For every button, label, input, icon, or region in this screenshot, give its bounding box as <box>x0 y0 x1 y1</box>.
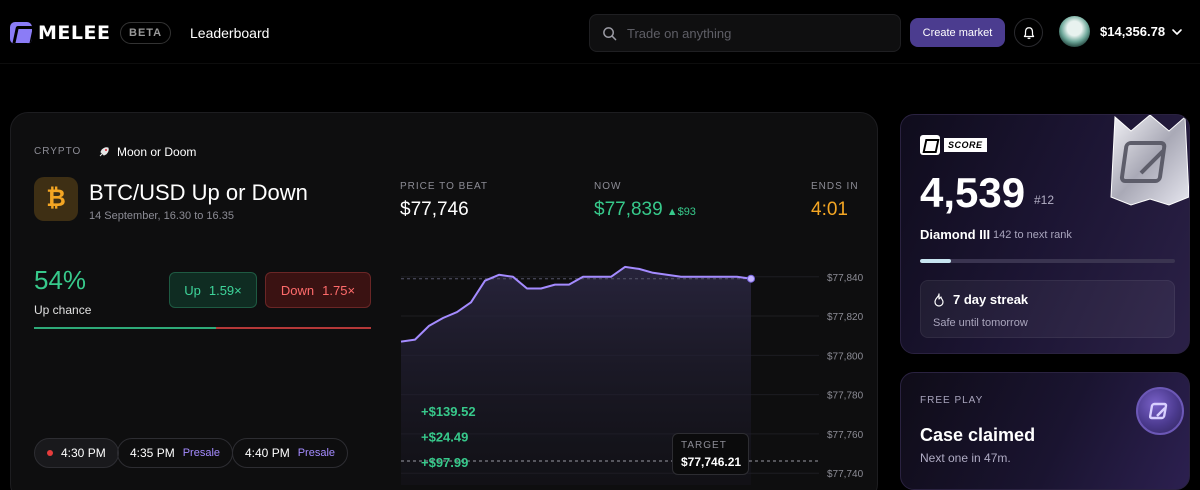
score-badge: SCORE <box>944 138 987 152</box>
now-value: $77,839 <box>594 199 663 220</box>
y-tick-label: $77,780 <box>827 391 864 402</box>
diamond-crown-icon <box>1110 115 1189 206</box>
logo-icon <box>920 135 940 155</box>
up-odds: 1.59× <box>208 282 242 298</box>
free-play-card[interactable]: FREE PLAY Case claimed Next one in 47m. <box>900 372 1190 490</box>
market-card: CRYPTO Moon or Doom ₿ BTC/USD Up or Down… <box>10 112 878 490</box>
chevron-down-icon[interactable] <box>1170 22 1184 42</box>
time-slot-0[interactable]: 4:30 PM <box>34 438 119 468</box>
top-bar: MELEE BETA Leaderboard Create market $14… <box>0 0 1200 64</box>
tier-name: Diamond III <box>920 227 991 242</box>
ends-in-value: 4:01 <box>811 199 848 220</box>
down-label: Down <box>280 282 315 298</box>
price-chart[interactable]: $77,840 $77,820 $77,800 $77,780 $77,760 $77,7… <box>399 253 869 488</box>
tier-next: 142 to next rank <box>993 229 1072 241</box>
brand-logo[interactable]: MELEE <box>10 22 110 44</box>
free-play-label: FREE PLAY <box>920 395 984 406</box>
score-logo: SCORE <box>920 135 987 155</box>
search-input[interactable] <box>627 25 877 41</box>
chart-area <box>401 266 751 485</box>
search-bar[interactable] <box>589 14 901 52</box>
user-avatar[interactable] <box>1059 16 1090 47</box>
series-name: Moon or Doom <box>117 145 197 159</box>
nav-leaderboard-link[interactable]: Leaderboard <box>190 25 270 41</box>
area-fill <box>401 266 751 485</box>
price-to-beat-label: PRICE TO BEAT <box>400 181 489 192</box>
current-price-point <box>747 274 755 283</box>
category-tag[interactable]: CRYPTO <box>34 146 82 157</box>
search-icon <box>603 26 617 40</box>
series-tag[interactable]: Moon or Doom <box>99 145 196 159</box>
y-tick-label: $77,820 <box>827 312 864 323</box>
y-tick-label: $77,760 <box>827 430 864 441</box>
target-label: TARGET <box>681 440 727 451</box>
trade-amount: +$24.49 <box>421 430 468 445</box>
fire-icon <box>934 292 944 307</box>
notifications-button[interactable] <box>1014 18 1043 47</box>
chart-line <box>400 265 755 343</box>
y-tick-label: $77,840 <box>827 273 864 284</box>
now-price: $77,839 ▲$93 <box>594 199 696 221</box>
up-chance-label: Up chance <box>34 303 92 317</box>
bell-icon <box>1023 26 1034 39</box>
price-line <box>400 265 752 343</box>
tier-progress-bar <box>920 259 1175 263</box>
create-market-button[interactable]: Create market <box>910 18 1005 47</box>
trade-amount: +$139.52 <box>421 404 476 419</box>
market-subtitle: 14 September, 16.30 to 16.35 <box>89 210 234 222</box>
free-play-subtitle: Next one in 47m. <box>920 451 1011 465</box>
time-slot-1[interactable]: 4:35 PM Presale <box>117 438 233 468</box>
ends-in-label: ENDS IN <box>811 181 859 192</box>
up-label: Up <box>184 282 201 298</box>
recent-trades: +$139.52 +$24.49 +$97.99 <box>421 404 476 470</box>
buy-down-button[interactable]: Down 1.75× <box>265 272 371 308</box>
streak-title-row: 7 day streak <box>933 292 1028 307</box>
bitcoin-icon: ₿ <box>34 177 78 221</box>
case-coin-icon <box>1136 387 1184 435</box>
down-odds: 1.75× <box>322 282 356 298</box>
score-rank: #12 <box>1034 193 1055 207</box>
target-tooltip: TARGET $77,746.21 <box>672 433 749 475</box>
streak-title: 7 day streak <box>953 292 1029 307</box>
presale-tag: Presale <box>182 447 220 459</box>
chance-bar-up <box>34 327 216 329</box>
time-slot-label: 4:35 PM <box>130 446 175 460</box>
rocket-icon <box>99 147 109 157</box>
time-slot-label: 4:30 PM <box>61 446 106 460</box>
y-tick-label: $77,740 <box>827 469 864 480</box>
now-delta: ▲$93 <box>666 206 696 218</box>
brand-name: MELEE <box>38 22 111 44</box>
beta-badge: BETA <box>120 22 172 44</box>
chance-bar-down <box>215 327 371 329</box>
balance-display[interactable]: $14,356.78 <box>1100 24 1166 39</box>
score-value: 4,539 <box>920 169 1026 216</box>
time-slot-label: 4:40 PM <box>245 446 290 460</box>
chance-bar <box>34 327 371 329</box>
buy-up-button[interactable]: Up 1.59× <box>169 272 257 308</box>
target-value: $77,746.21 <box>681 455 742 469</box>
market-title: BTC/USD Up or Down <box>89 180 308 205</box>
price-to-beat-value: $77,746 <box>400 199 469 220</box>
presale-tag: Presale <box>297 447 335 459</box>
time-slot-2[interactable]: 4:40 PM Presale <box>232 438 348 468</box>
up-chance-value: 54% <box>34 265 87 295</box>
y-tick-label: $77,800 <box>827 351 864 362</box>
trade-amount: +$97.99 <box>421 455 468 470</box>
now-label: NOW <box>594 181 622 192</box>
streak-subtitle: Safe until tomorrow <box>933 317 1028 329</box>
free-play-title: Case claimed <box>920 425 1036 445</box>
score-card[interactable]: SCORE 4,539 #12 Diamond III 142 to next … <box>900 114 1190 354</box>
streak-box: 7 day streak Safe until tomorrow <box>920 280 1175 338</box>
tier-progress-fill <box>920 259 951 263</box>
logo-icon <box>10 22 32 44</box>
live-dot-icon <box>47 450 53 456</box>
chart-y-axis: $77,840 $77,820 $77,800 $77,780 $77,760 $77,7… <box>827 273 864 480</box>
